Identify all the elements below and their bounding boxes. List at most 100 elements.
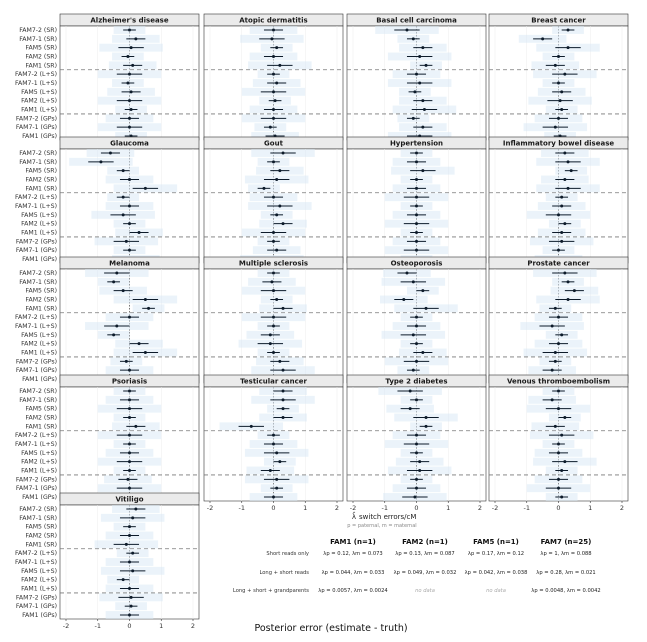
point-estimate: [249, 424, 253, 428]
point-estimate: [415, 359, 418, 363]
point-estimate: [557, 342, 560, 346]
facet-panel: Testicular cancer -2 -1 0 1 2: [203, 374, 344, 512]
table-row-label: Short reads only: [266, 551, 309, 557]
point-estimate: [128, 486, 131, 490]
point-estimate: [128, 398, 131, 402]
row-label: FAM7-1 (GPs): [16, 485, 57, 492]
facet-title: Basal cell carcinoma: [376, 17, 457, 25]
point-estimate: [281, 389, 285, 393]
x-tick-label: 2: [335, 504, 339, 512]
row-label: FAM7-1 (L+S): [15, 559, 57, 566]
point-estimate: [418, 460, 422, 464]
x-tick-label: -1: [239, 504, 245, 512]
point-estimate: [560, 90, 564, 94]
point-estimate: [134, 37, 138, 41]
point-estimate: [563, 151, 567, 155]
row-label: FAM1 (GPs): [22, 256, 57, 263]
table-cell: λp = 0.042, λm = 0.038: [465, 570, 528, 576]
point-estimate: [415, 204, 418, 208]
row-label: FAM5 (SR): [25, 406, 57, 413]
table-cell: λp = 0.0057, λm = 0.0024: [318, 588, 388, 594]
facet-panel: Multiple sclerosis: [203, 256, 344, 384]
point-estimate: [281, 306, 285, 310]
point-estimate: [272, 324, 275, 328]
point-estimate: [422, 108, 426, 111]
point-estimate: [128, 368, 131, 372]
row-label: FAM7-2 (GPs): [16, 594, 57, 601]
table-cell: λp = 0.28, λm = 0.021: [536, 570, 595, 576]
table-row-label: Long + short reads: [259, 570, 309, 576]
row-label: FAM5 (L+S): [21, 212, 57, 219]
point-estimate: [572, 289, 576, 293]
facet-panel: Osteoporosis: [346, 256, 487, 384]
point-estimate: [126, 81, 130, 85]
facet-panel: Melanoma FAM7-2 (SR) FAM7-1 (SR) FAM5 (SR) F…: [15, 256, 200, 384]
point-estimate: [126, 477, 130, 481]
row-label: FAM5 (SR): [25, 524, 57, 531]
x-tick-label: 2: [620, 504, 624, 512]
row-label: FAM1 (SR): [25, 423, 57, 430]
point-estimate: [272, 55, 275, 58]
table-cell: λp = 1, λm = 0.088: [540, 551, 591, 557]
point-estimate: [560, 239, 564, 243]
point-estimate: [563, 460, 567, 464]
point-estimate: [424, 63, 428, 67]
point-estimate: [415, 151, 418, 155]
point-estimate: [128, 389, 131, 393]
point-estimate: [270, 280, 274, 284]
row-label: FAM2 (L+S): [21, 459, 57, 466]
x-tick-label: -1: [95, 622, 101, 630]
point-estimate: [553, 359, 557, 363]
point-estimate: [272, 108, 275, 111]
row-label: FAM7-2 (GPs): [16, 358, 57, 365]
point-estimate: [558, 99, 562, 103]
point-estimate: [560, 195, 564, 199]
point-estimate: [557, 213, 560, 217]
point-estimate: [415, 186, 418, 190]
point-estimate: [557, 451, 560, 455]
point-estimate: [272, 315, 275, 319]
point-estimate: [550, 324, 554, 328]
point-estimate: [268, 342, 272, 346]
point-estimate: [557, 477, 560, 481]
point-estimate: [415, 477, 418, 481]
point-estimate: [129, 46, 133, 50]
x-tick-label: 2: [191, 622, 195, 630]
point-estimate: [415, 442, 418, 446]
facet-title: Testicular cancer: [240, 378, 307, 386]
point-estimate: [131, 569, 135, 573]
point-estimate: [272, 195, 275, 199]
row-label: FAM7-1 (SR): [19, 397, 57, 404]
facet-title: Psoriasis: [112, 378, 147, 386]
facet-panel: Gout: [203, 136, 344, 264]
row-label: FAM2 (SR): [25, 533, 57, 540]
point-estimate: [557, 55, 560, 58]
row-label: FAM2 (L+S): [21, 341, 57, 348]
facet-title: Osteoporosis: [391, 260, 443, 268]
row-label: FAM5 (L+S): [21, 568, 57, 575]
row-label: FAM2 (SR): [25, 415, 57, 422]
row-label: FAM2 (L+S): [21, 577, 57, 584]
row-label: FAM2 (SR): [25, 54, 57, 61]
point-estimate: [128, 28, 131, 32]
row-label: FAM7-2 (L+S): [15, 194, 57, 201]
point-estimate: [121, 195, 125, 199]
point-estimate: [128, 451, 131, 455]
row-label: FAM7-2 (GPs): [16, 238, 57, 245]
point-estimate: [424, 424, 428, 428]
point-estimate: [557, 442, 560, 446]
point-estimate: [415, 315, 418, 319]
x-tick-label: -2: [350, 504, 356, 512]
point-estimate: [272, 351, 275, 354]
point-estimate: [424, 416, 428, 419]
point-estimate: [124, 359, 128, 363]
legend-table: λ̂ switch errors/cM p = paternal, m = mate…: [233, 512, 601, 594]
x-tick-label: 0: [556, 504, 560, 512]
point-estimate: [272, 239, 275, 243]
point-estimate: [415, 398, 418, 402]
facet-panel: Psoriasis FAM7-2 (SR) FAM7-1 (SR) FAM5 (SR)…: [15, 374, 200, 512]
point-estimate: [275, 81, 279, 85]
table-row-label: Long + short + grandparents: [233, 588, 309, 594]
panels-layer: Alzheimer's disease FAM7-2 (SR) FAM7-1 (SR…: [15, 13, 629, 630]
